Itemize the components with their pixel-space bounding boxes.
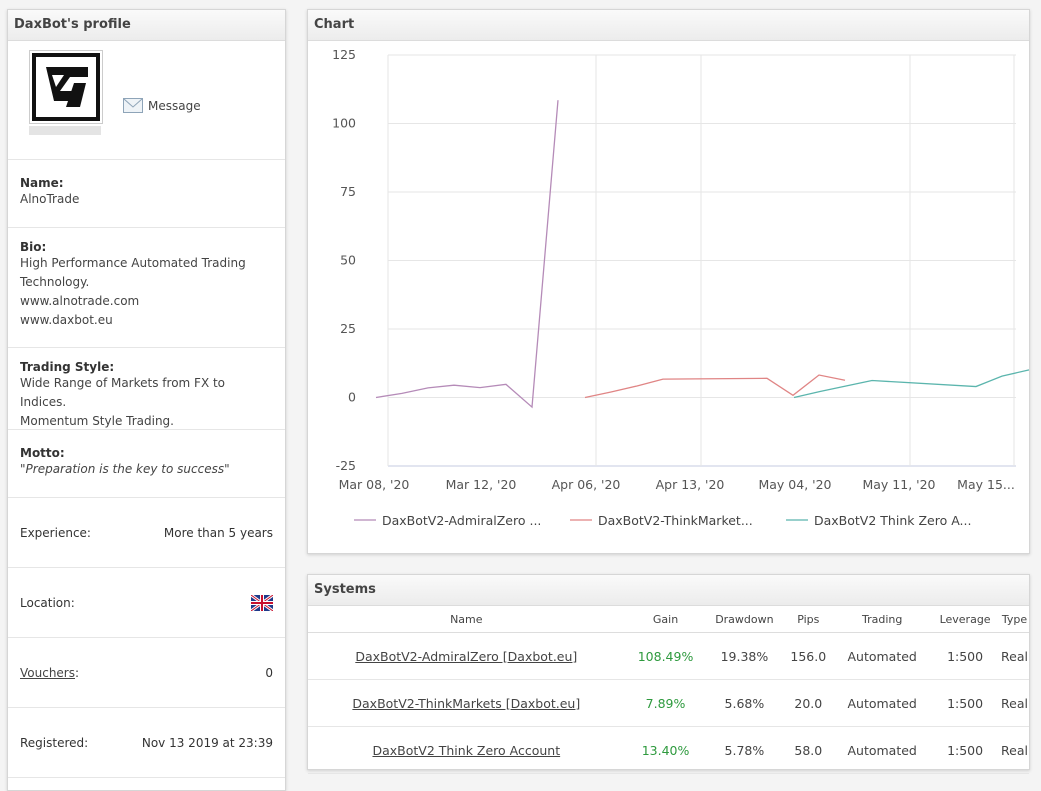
systems-panel: Systems Name Gain Drawdown Pips Trading … — [307, 574, 1030, 774]
message-button[interactable]: Message — [123, 98, 201, 113]
system-leverage: 1:500 — [930, 726, 1001, 774]
trading-style-line: Wide Range of Markets from FX to Indices… — [20, 376, 226, 409]
legend-label: DaxBotV2-AdmiralZero ... — [382, 513, 541, 528]
trading-style-section: Trading Style: Wide Range of Markets fro… — [8, 348, 285, 430]
x-tick-label: May 11, '20 — [862, 477, 935, 492]
x-tick-label: May 04, '20 — [758, 477, 831, 492]
motto-value: "Preparation is the key to success" — [20, 462, 230, 476]
x-tick-label: Apr 06, '20 — [552, 477, 621, 492]
system-pips: 58.0 — [782, 726, 835, 774]
avatar-section: Message — [8, 41, 285, 160]
motto-label: Motto: — [20, 446, 65, 460]
y-tick-label: 50 — [340, 253, 356, 268]
y-tick-label: 25 — [340, 321, 356, 336]
x-tick-label: Mar 12, '20 — [446, 477, 517, 492]
profile-panel: DaxBot's profile Message Name: AlnoTrade… — [7, 9, 286, 791]
registered-row: Registered: Nov 13 2019 at 23:39 — [8, 708, 285, 778]
system-trading: Automated — [834, 632, 931, 680]
system-leverage: 1:500 — [930, 679, 1001, 727]
registered-value: Nov 13 2019 at 23:39 — [141, 735, 273, 750]
name-value: AlnoTrade — [20, 192, 80, 206]
x-tick-label: Mar 08, '20 — [339, 477, 410, 492]
experience-row: Experience: More than 5 years — [8, 498, 285, 568]
registered-label: Registered: — [20, 735, 89, 750]
legend-label: DaxBotV2-ThinkMarket... — [598, 513, 753, 528]
system-type: Real — [1000, 679, 1029, 727]
daxbot-logo-icon — [32, 53, 100, 121]
series-line — [584, 374, 846, 399]
bio-link-daxbot[interactable]: www.daxbot.eu — [20, 313, 113, 327]
system-name-link[interactable]: DaxBotV2-ThinkMarkets [Daxbot.eu] — [352, 695, 581, 711]
col-header-drawdown[interactable]: Drawdown — [706, 606, 783, 633]
trading-style-label: Trading Style: — [20, 360, 115, 374]
y-tick-label: -25 — [336, 458, 356, 473]
systems-title: Systems — [308, 575, 1029, 606]
col-header-gain[interactable]: Gain — [624, 606, 707, 633]
avatar[interactable] — [29, 50, 103, 124]
systems-table: Name Gain Drawdown Pips Trading Leverage… — [308, 606, 1029, 774]
location-row: Location: — [8, 568, 285, 638]
col-header-trading[interactable]: Trading — [834, 606, 931, 633]
bio-line: Technology. — [20, 275, 90, 289]
y-tick-label: 100 — [332, 116, 356, 131]
x-tick-label: May 15... — [957, 477, 1015, 492]
chart-title: Chart — [308, 10, 1029, 41]
system-type: Real — [1000, 632, 1029, 680]
chart-panel: Chart -25 0 25 50 75 100 125 Mar 08, '20 Mar 12,… — [307, 9, 1030, 554]
system-name-link[interactable]: DaxBotV2-AdmiralZero [Daxbot.eu] — [355, 648, 578, 664]
col-header-pips[interactable]: Pips — [782, 606, 835, 633]
system-type: Real — [1000, 726, 1029, 774]
bio-section: Bio: High Performance Automated Trading … — [8, 228, 285, 348]
profile-title: DaxBot's profile — [8, 10, 285, 41]
bio-line: High Performance Automated Trading — [20, 256, 246, 270]
system-trading: Automated — [834, 679, 931, 727]
system-leverage: 1:500 — [930, 632, 1001, 680]
vouchers-row: Vouchers: 0 — [8, 638, 285, 708]
table-header-row: Name Gain Drawdown Pips Trading Leverage… — [308, 606, 1029, 633]
series-line — [793, 369, 1029, 399]
vouchers-link[interactable]: Vouchers — [20, 665, 75, 680]
location-label: Location: — [20, 595, 75, 610]
table-row: DaxBotV2 Think Zero Account 13.40% 5.78%… — [308, 726, 1029, 774]
motto-section: Motto: "Preparation is the key to succes… — [8, 430, 285, 498]
message-label: Message — [148, 98, 201, 113]
name-section: Name: AlnoTrade — [8, 160, 285, 228]
vouchers-value: 0 — [265, 665, 273, 680]
col-header-type[interactable]: Type — [1000, 606, 1029, 633]
system-name-link[interactable]: DaxBotV2 Think Zero Account — [372, 742, 561, 758]
x-tick-label: Apr 13, '20 — [656, 477, 725, 492]
y-tick-label: 0 — [348, 390, 356, 405]
avatar-caption-bar — [29, 126, 101, 135]
system-pips: 20.0 — [782, 679, 835, 727]
experience-label: Experience: — [20, 525, 91, 540]
trading-style-line: Momentum Style Trading. — [20, 414, 174, 428]
system-gain: 108.49% — [624, 632, 707, 680]
system-drawdown: 5.78% — [706, 726, 783, 774]
experience-value: More than 5 years — [163, 525, 273, 540]
system-trading: Automated — [834, 726, 931, 774]
col-header-leverage[interactable]: Leverage — [930, 606, 1001, 633]
name-label: Name: — [20, 176, 64, 190]
equity-chart: -25 0 25 50 75 100 125 Mar 08, '20 Mar 12, '20 Ap… — [332, 47, 1029, 528]
y-tick-label: 75 — [340, 184, 356, 199]
y-tick-label: 125 — [332, 47, 356, 62]
envelope-icon — [123, 98, 143, 113]
col-header-name[interactable]: Name — [308, 606, 625, 633]
uk-flag-icon[interactable] — [251, 594, 273, 611]
system-gain: 13.40% — [624, 726, 707, 774]
table-row: DaxBotV2-AdmiralZero [Daxbot.eu] 108.49%… — [308, 632, 1029, 680]
series-line — [375, 100, 559, 409]
system-gain: 7.89% — [624, 679, 707, 727]
system-drawdown: 5.68% — [706, 679, 783, 727]
system-drawdown: 19.38% — [706, 632, 783, 680]
system-pips: 156.0 — [782, 632, 835, 680]
table-row: DaxBotV2-ThinkMarkets [Daxbot.eu] 7.89% … — [308, 679, 1029, 727]
legend-label: DaxBotV2 Think Zero A... — [814, 513, 971, 528]
bio-link-alnotrade[interactable]: www.alnotrade.com — [20, 294, 140, 308]
bio-label: Bio: — [20, 240, 47, 254]
